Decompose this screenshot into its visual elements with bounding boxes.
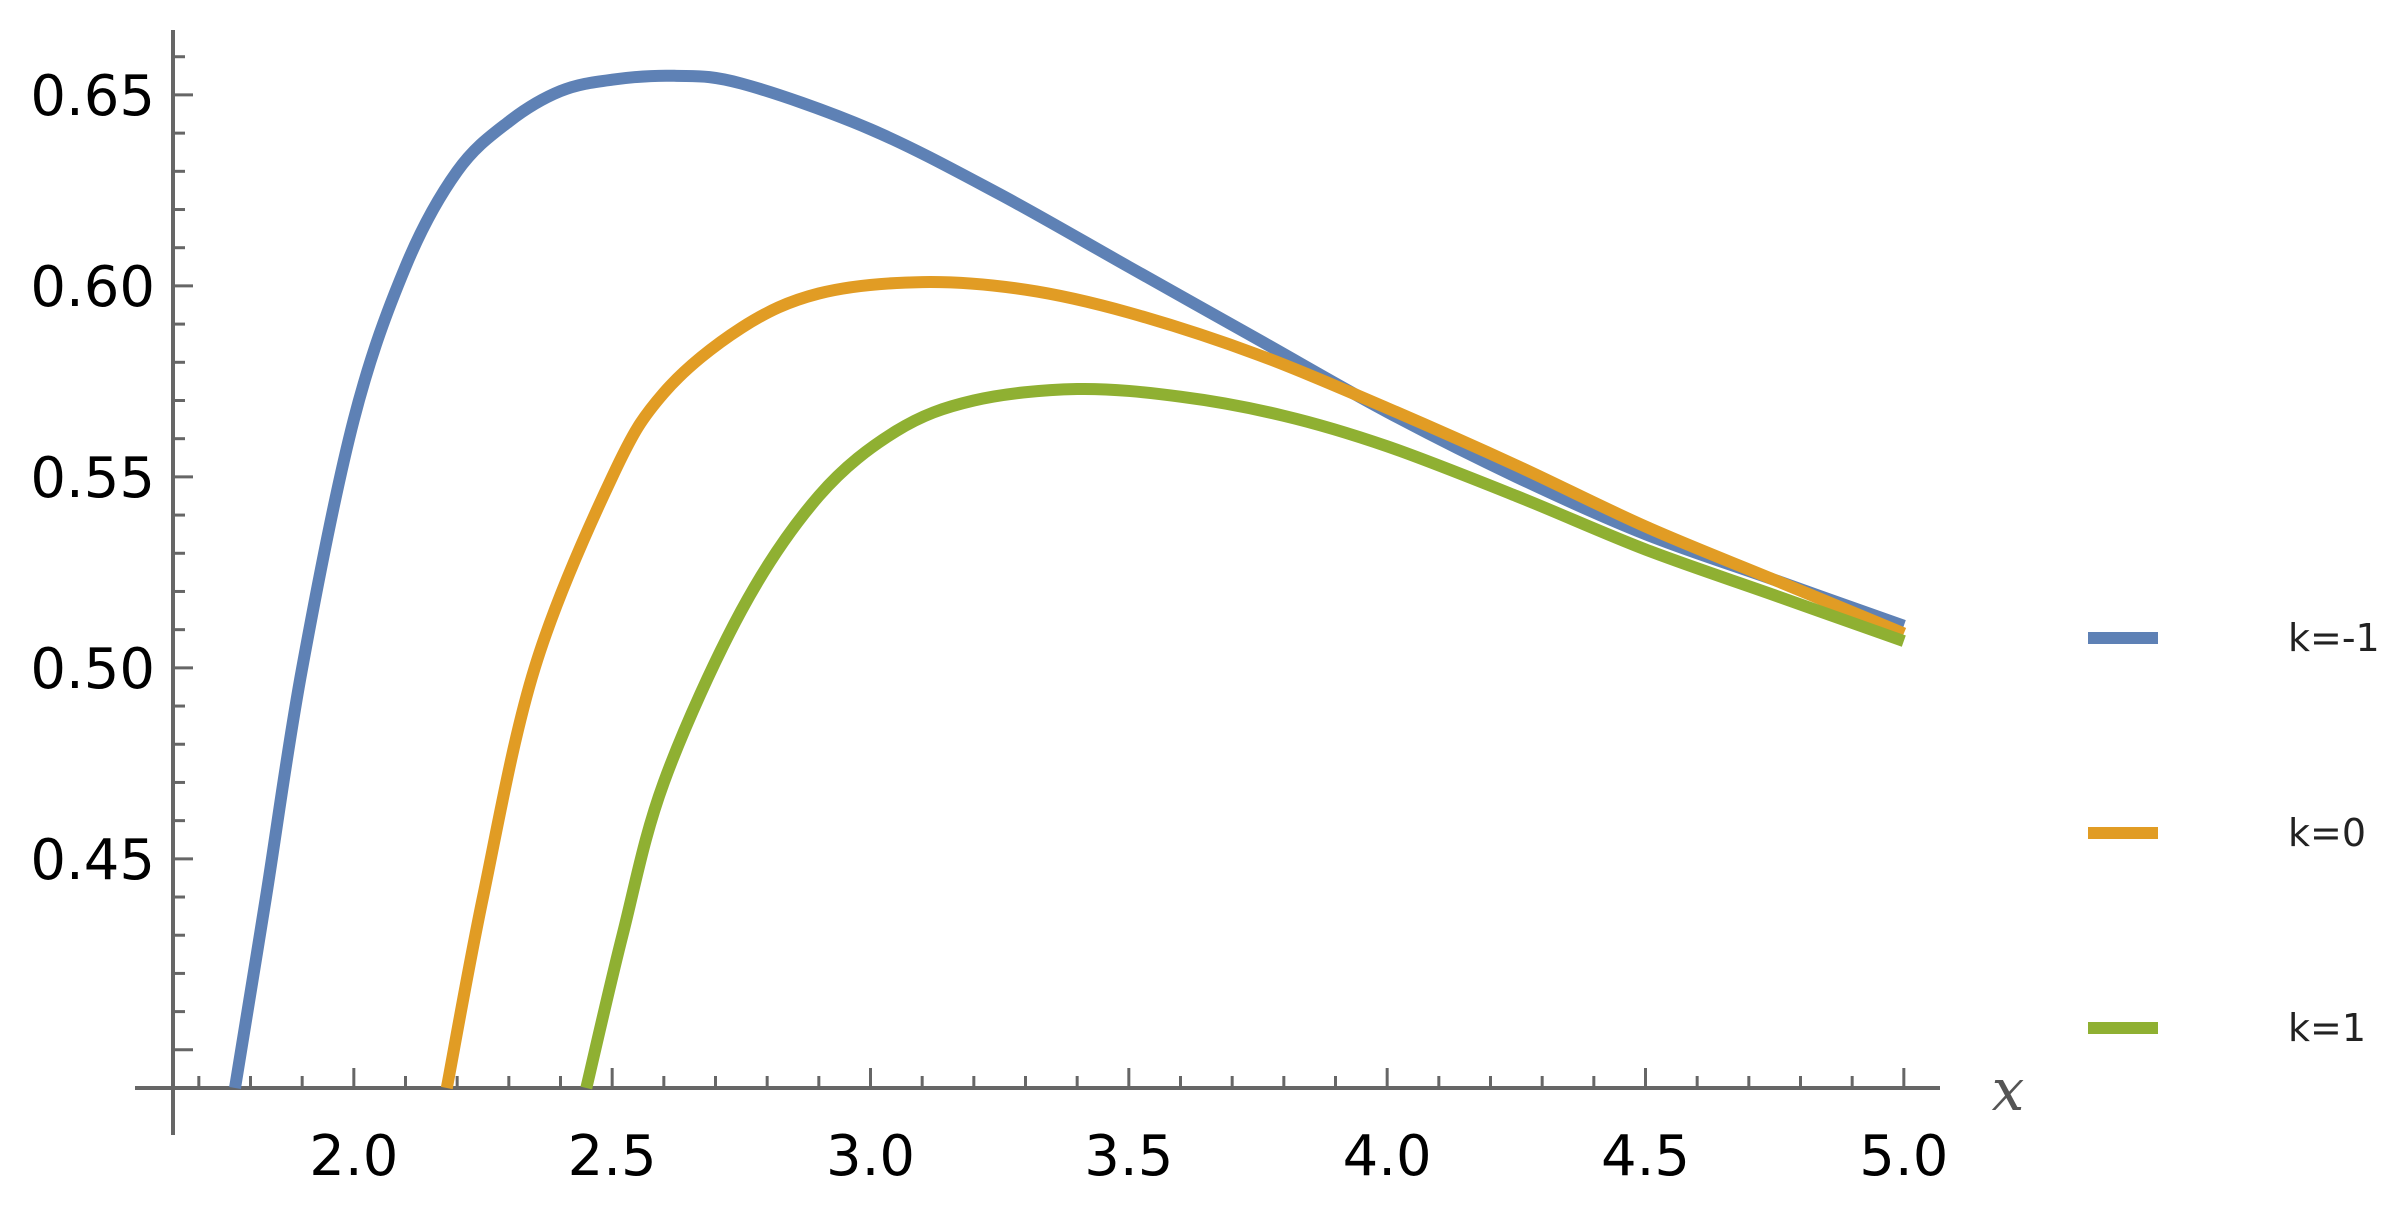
series-line-k-1 — [580, 382, 1906, 1090]
y-tick-label: 0.55 — [30, 446, 155, 511]
x-tick-label: 3.0 — [826, 1124, 915, 1189]
axes: 2.0 2.5 3.0 3.5 4.0 4.5 5.0 0.45 0.50 0.55 0.60 0.6… — [30, 30, 2024, 1189]
legend-label-k-1: k=1 — [2288, 1006, 2366, 1050]
legend-label-k-1: k=-1 — [2288, 616, 2380, 660]
series-line-k-0 — [440, 276, 1907, 1090]
legend-label-k-0: k=0 — [2288, 811, 2366, 855]
y-tick-label: 0.50 — [30, 637, 155, 702]
x-tick-label: 2.0 — [309, 1124, 398, 1189]
x-tick-label: 4.5 — [1601, 1124, 1690, 1189]
y-tick-label: 0.65 — [30, 64, 155, 129]
x-tick-label: 2.5 — [568, 1124, 657, 1189]
x-axis-label: x — [1992, 1056, 2025, 1124]
y-tick-label: 0.60 — [30, 255, 155, 320]
legend: k=-1 k=0 k=1 — [2088, 616, 2380, 1050]
x-tick-label: 5.0 — [1859, 1124, 1948, 1189]
x-tick-label: 3.5 — [1084, 1124, 1173, 1189]
series-layer — [229, 69, 1907, 1090]
x-tick-label: 4.0 — [1343, 1124, 1432, 1189]
y-tick-label: 0.45 — [30, 828, 155, 893]
series-line-k-1 — [229, 69, 1906, 1089]
